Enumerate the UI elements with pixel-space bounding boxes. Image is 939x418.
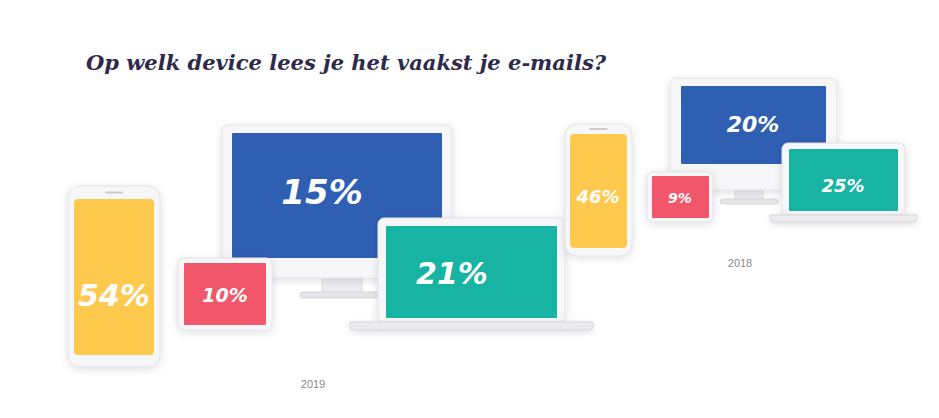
svg-text:46%: 46% (575, 186, 619, 207)
svg-text:9%: 9% (668, 190, 692, 206)
svg-text:2018: 2018 (728, 257, 752, 269)
svg-text:15%: 15% (281, 172, 362, 212)
svg-text:54%: 54% (78, 278, 150, 313)
svg-text:10%: 10% (202, 284, 247, 306)
svg-text:21%: 21% (416, 256, 488, 291)
svg-text:2019: 2019 (301, 378, 325, 390)
svg-text:25%: 25% (821, 175, 864, 196)
svg-text:Op welk device lees je het vaa: Op welk device lees je het vaakst je e-m… (86, 50, 607, 75)
svg-text:20%: 20% (727, 112, 780, 137)
